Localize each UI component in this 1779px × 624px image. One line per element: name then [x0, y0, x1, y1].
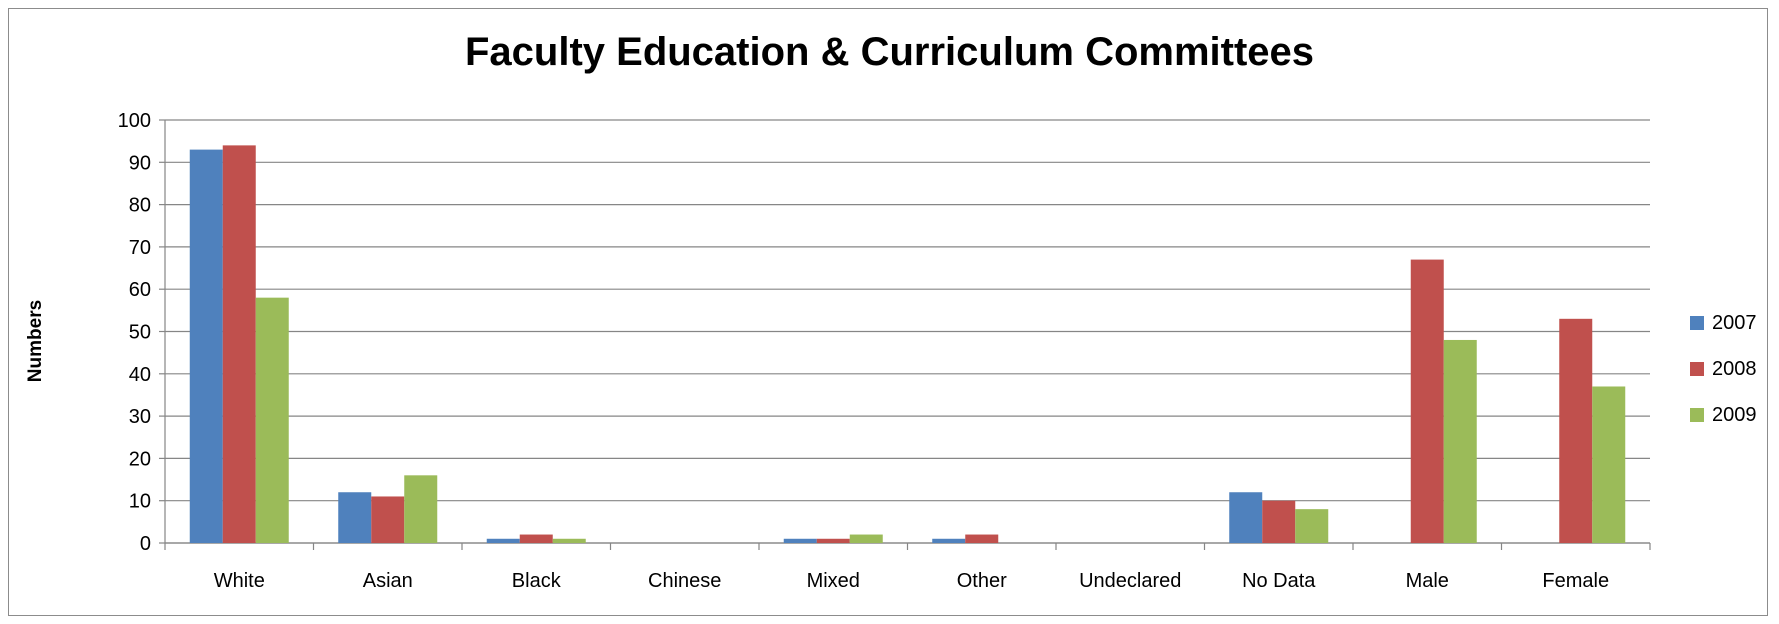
x-tick-label-male: Male	[1406, 570, 1449, 592]
legend-item-2007: 2007	[1690, 300, 1757, 346]
legend-label-2007: 2007	[1712, 311, 1757, 334]
y-tick-label-40: 40	[129, 364, 151, 386]
bar-female-2009	[1592, 386, 1626, 543]
bar-mixed-2007	[783, 538, 817, 543]
bar-male-2008	[1410, 259, 1444, 543]
x-tick-label-chinese: Chinese	[648, 570, 721, 592]
legend-swatch-2009	[1690, 408, 1704, 422]
bar-white-2008	[222, 145, 256, 543]
bar-white-2007	[189, 149, 223, 544]
legend-item-2009: 2009	[1690, 392, 1757, 438]
y-tick-label-10: 10	[129, 491, 151, 513]
y-tick-label-70: 70	[129, 237, 151, 259]
y-tick-label-100: 100	[118, 110, 151, 132]
legend-item-2008: 2008	[1690, 346, 1757, 392]
y-tick-label-30: 30	[129, 406, 151, 428]
legend-swatch-2007	[1690, 316, 1704, 330]
x-tick-label-black: Black	[512, 570, 562, 592]
legend: 2007 2008 2009	[1690, 300, 1757, 438]
bar-no-data-2007	[1229, 492, 1263, 543]
legend-label-2009: 2009	[1712, 403, 1757, 426]
bar-asian-2009	[404, 475, 438, 543]
bar-other-2008	[965, 534, 999, 543]
y-tick-label-80: 80	[129, 195, 151, 217]
bar-asian-2008	[371, 496, 405, 543]
legend-label-2008: 2008	[1712, 357, 1757, 380]
bar-male-2009	[1443, 339, 1477, 543]
x-tick-label-undeclared: Undeclared	[1079, 570, 1181, 592]
chart-title: Faculty Education & Curriculum Committee…	[464, 30, 1315, 74]
x-tick-label-mixed: Mixed	[807, 570, 860, 592]
x-tick-label-white: White	[214, 570, 265, 592]
bar-mixed-2008	[816, 538, 850, 543]
bar-no-data-2009	[1295, 509, 1329, 543]
x-tick-label-female: Female	[1542, 570, 1609, 592]
bar-white-2009	[255, 297, 289, 543]
bar-black-2007	[486, 538, 520, 543]
y-tick-label-20: 20	[129, 448, 151, 470]
bar-female-2008	[1559, 318, 1593, 543]
legend-swatch-2008	[1690, 362, 1704, 376]
y-tick-label-0: 0	[140, 533, 151, 555]
bar-other-2007	[932, 538, 966, 543]
y-tick-label-50: 50	[129, 322, 151, 344]
bar-black-2009	[552, 538, 586, 543]
bar-no-data-2008	[1262, 500, 1296, 543]
bar-mixed-2009	[849, 534, 883, 543]
bar-asian-2007	[338, 492, 372, 543]
y-tick-label-90: 90	[129, 152, 151, 174]
bar-black-2008	[519, 534, 553, 543]
y-tick-label-60: 60	[129, 279, 151, 301]
x-tick-label-other: Other	[957, 570, 1007, 592]
x-tick-label-no-data: No Data	[1242, 570, 1316, 592]
x-tick-label-asian: Asian	[363, 570, 413, 592]
